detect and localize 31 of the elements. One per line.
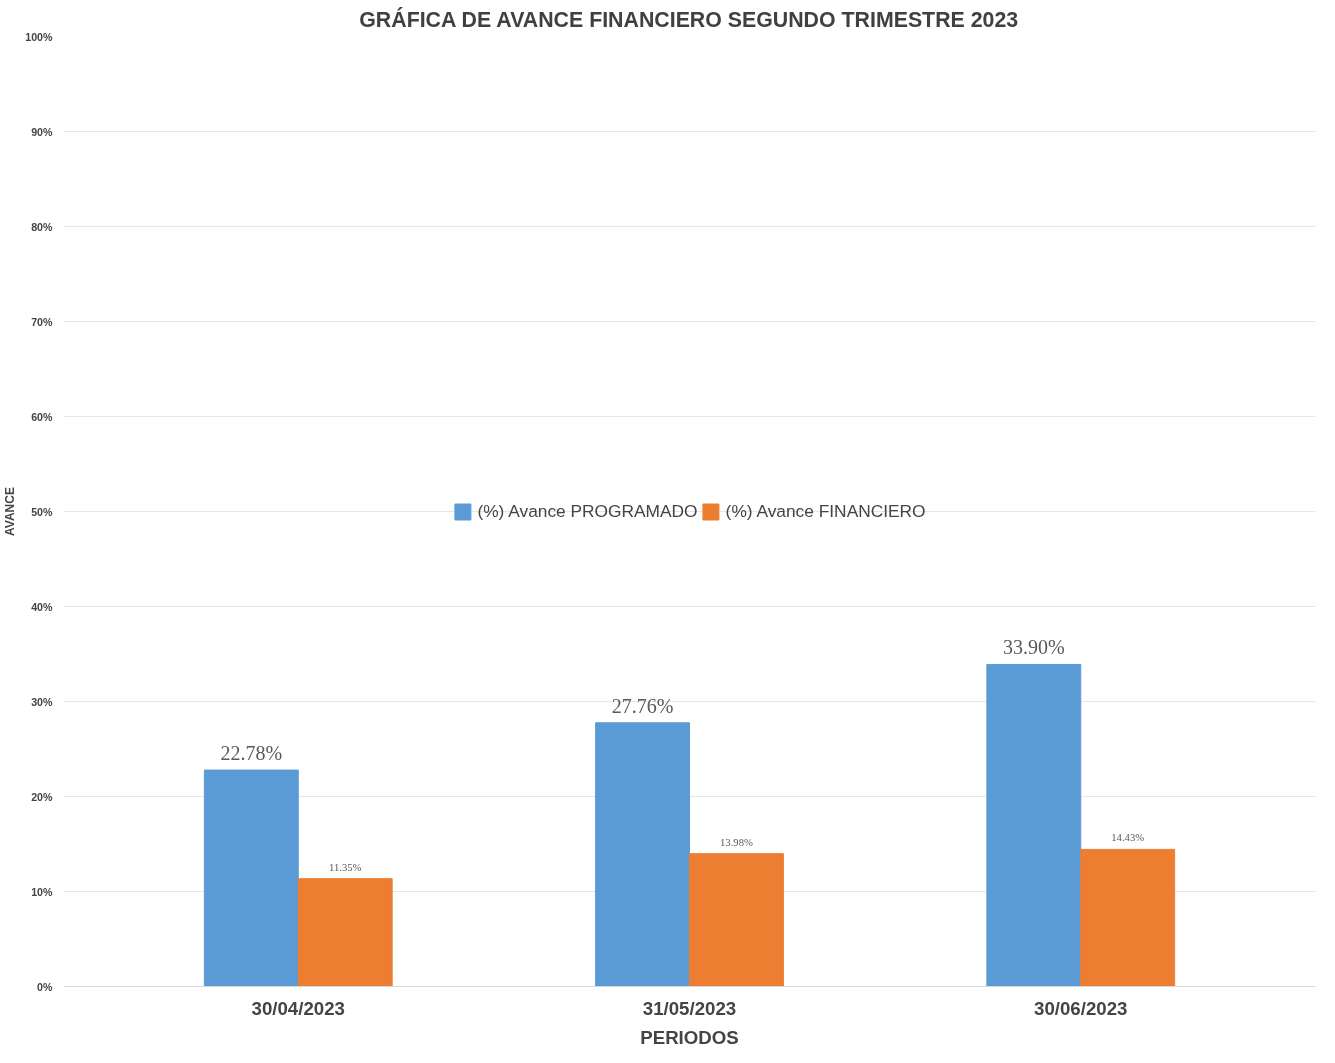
x-tick-label: 30/06/2023 <box>1034 997 1128 1019</box>
chart-title: GRÁFICA DE AVANCE FINANCIERO SEGUNDO TRIMESTRE 2023 <box>359 6 1019 32</box>
y-tick-label: 60% <box>31 410 54 423</box>
data-label: 33.90% <box>1002 636 1065 659</box>
y-tick-label: 10% <box>31 885 54 898</box>
bar <box>1080 848 1176 987</box>
y-tick-label: 100% <box>25 30 54 43</box>
data-label: 14.43% <box>1111 832 1145 844</box>
x-axis-title: PERIODOS <box>640 1026 739 1048</box>
bar <box>689 853 784 987</box>
legend-label: (%) Avance FINANCIERO <box>725 500 926 522</box>
y-tick-label: 90% <box>31 125 54 138</box>
data-label: 27.76% <box>611 694 674 717</box>
data-label: 11.35% <box>328 861 362 873</box>
data-label: 13.98% <box>720 836 753 848</box>
x-tick-label: 30/04/2023 <box>251 997 345 1019</box>
data-label: 22.78% <box>220 742 283 765</box>
y-tick-label: 0% <box>37 980 54 993</box>
y-axis-title: AVANCE <box>3 487 18 536</box>
y-tick-label: 20% <box>31 790 54 803</box>
bar <box>203 769 299 987</box>
bar <box>595 722 690 987</box>
bar <box>297 878 393 987</box>
y-tick-label: 30% <box>31 695 54 708</box>
legend-label: (%) Avance PROGRAMADO <box>477 500 698 522</box>
y-tick-label: 40% <box>31 600 54 613</box>
y-tick-label: 80% <box>31 220 54 233</box>
x-tick-label: 31/05/2023 <box>642 997 737 1019</box>
bar <box>986 663 1082 987</box>
y-tick-label: 70% <box>31 315 54 328</box>
y-tick-label: 50% <box>31 505 54 518</box>
